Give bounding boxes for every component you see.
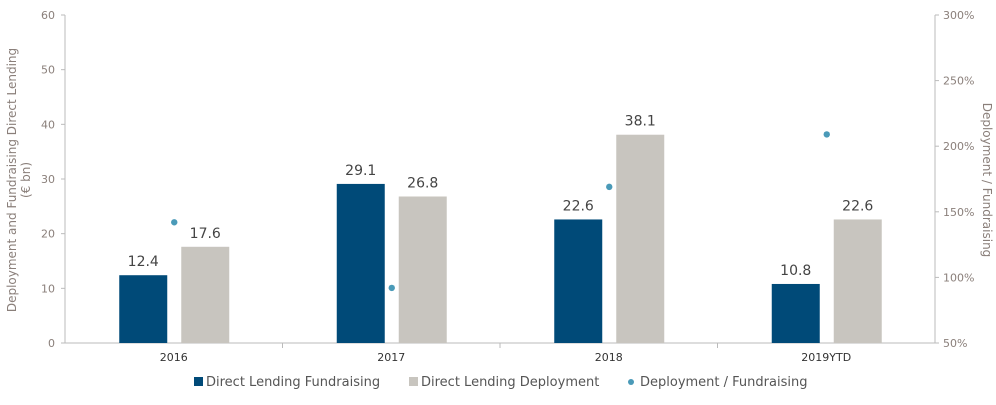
data-labels: 12.4 17.6 29.1 26.8 22.6 38.1 10.8 22.6 [128,114,874,279]
data-label-deployment: 17.6 [190,226,221,242]
bar-fundraising [771,283,820,343]
left-tick-label: 0 [48,337,55,350]
bar-deployment [398,196,447,343]
bar-deployment [616,134,665,343]
ratio-point [823,131,830,138]
data-label-fundraising: 29.1 [345,163,376,179]
x-tick-label: 2018 [595,351,623,364]
data-label-fundraising: 10.8 [780,263,811,279]
bar-fundraising [554,219,603,343]
bar-fundraising [119,275,168,343]
left-tick-label: 30 [41,173,55,186]
legend-marker-ratio [628,379,634,385]
data-label-fundraising: 22.6 [563,198,594,214]
x-tick-label: 2016 [160,351,188,364]
right-tick-label: 200% [943,140,974,153]
left-axis-title-line2: (€ bn) [19,162,33,198]
legend: Direct Lending Fundraising Direct Lendin… [194,375,807,390]
data-label-deployment: 26.8 [407,175,438,191]
x-tick-label: 2017 [377,351,405,364]
legend-label-fundraising: Direct Lending Fundraising [206,375,380,390]
right-tick-label: 300% [943,9,974,22]
data-label-deployment: 38.1 [625,114,656,130]
bar-fundraising [336,183,385,343]
ratio-points [171,131,830,292]
ratio-point [388,284,395,292]
right-tick-label: 100% [943,271,974,284]
right-tick-label: 150% [943,206,974,219]
x-tick-label: 2019YTD [801,351,851,364]
data-label-deployment: 22.6 [842,198,873,214]
legend-swatch-deployment [409,377,418,386]
left-tick-label: 50 [41,64,55,77]
legend-swatch-fundraising [194,377,203,386]
left-tick-label: 40 [41,118,55,131]
legend-label-deployment: Direct Lending Deployment [421,375,599,390]
bar-deployment [833,219,882,343]
legend-label-ratio: Deployment / Fundraising [640,375,807,390]
left-tick-label: 10 [41,282,55,295]
right-axis-title: Deployment / Fundraising [980,103,994,258]
bars [119,134,882,343]
ratio-point [171,219,178,226]
data-label-fundraising: 12.4 [128,254,159,270]
right-tick-label: 250% [943,75,974,88]
bar-deployment [181,246,230,343]
ratio-point [606,183,613,191]
right-tick-label: 50% [943,337,967,350]
left-axis-title-line1: Deployment and Fundraising Direct Lendin… [5,48,19,312]
left-tick-label: 20 [41,228,55,241]
left-tick-label: 60 [41,9,55,22]
